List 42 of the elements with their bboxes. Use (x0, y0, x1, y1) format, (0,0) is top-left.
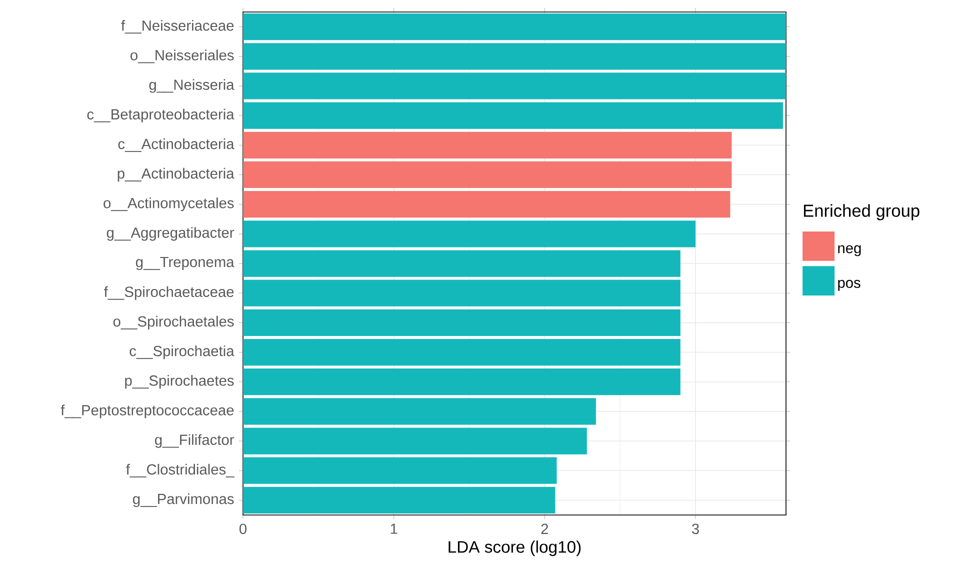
x-axis-title: LDA score (log10) (448, 540, 581, 556)
y-tick-label: o__Actinomycetales (104, 197, 234, 212)
y-tick-label: g__Neisseria (149, 79, 234, 93)
bar (243, 191, 730, 218)
bar (243, 132, 732, 158)
x-tick-label: 2 (541, 524, 548, 534)
bar (243, 102, 783, 129)
y-tick-label: c__Actinobacteria (118, 138, 234, 152)
bar (243, 280, 680, 306)
bar (243, 338, 680, 366)
y-tick-label: f__Peptostreptococcaceae (60, 404, 234, 418)
bar (243, 250, 680, 277)
bar (243, 457, 557, 484)
y-tick-label: p__Actinobacteria (118, 168, 234, 182)
x-tick-label: 0 (239, 524, 246, 534)
bar (243, 161, 732, 188)
y-tick-label: c__Spirochaetia (130, 345, 234, 360)
y-tick-label: f__Neisseriaceae (121, 20, 234, 34)
legend-label: pos (838, 280, 860, 291)
y-tick-label: f__Spirochaetaceae (104, 286, 234, 300)
y-tick-label: o__Spirochaetales (113, 316, 234, 330)
y-tick-label: f__Clostridiales_ (126, 464, 234, 478)
bar (243, 13, 786, 40)
x-tick-label: 1 (390, 524, 398, 534)
bar (243, 220, 696, 248)
bar (243, 428, 587, 454)
y-tick-label: c__Betaproteobacteria (87, 108, 234, 122)
y-tick-label: o__Neisseriales (130, 50, 234, 64)
bar (243, 72, 786, 100)
x-tick-label: 3 (692, 524, 699, 534)
y-tick-label: g__Aggregatibacter (106, 227, 234, 241)
y-tick-label: g__Parvimonas (132, 493, 234, 508)
y-tick-label: g__Treponema (136, 256, 234, 270)
y-tick-label: g__Filifactor (155, 434, 234, 448)
bar (243, 43, 786, 70)
bar (243, 486, 556, 514)
legend-title: Enriched group (804, 204, 920, 220)
bar (243, 309, 680, 336)
bar (243, 368, 680, 396)
legend-label: neg (838, 245, 861, 256)
y-tick-label: p__Spirochaetes (125, 375, 234, 389)
bar (243, 398, 596, 425)
